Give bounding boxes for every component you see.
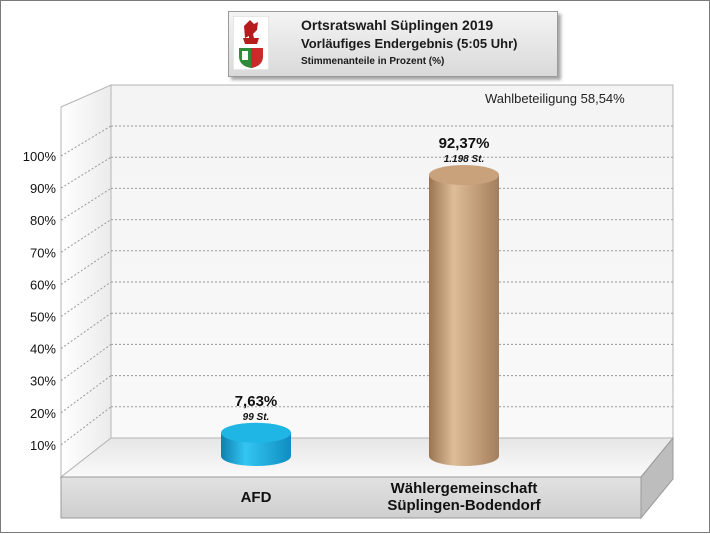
back-wall <box>110 84 674 439</box>
y-tick-label: 60% <box>30 277 56 292</box>
y-tick-label: 20% <box>30 406 56 421</box>
y-tick-label: 10% <box>30 438 56 453</box>
gridline-side <box>60 125 112 157</box>
floor-front <box>60 476 642 519</box>
chart-title: Ortsratswahl Süplingen 2019 <box>301 17 494 33</box>
data-label-votes: 1.198 St. <box>444 154 485 165</box>
data-label-percent: 92,37% <box>439 135 490 152</box>
chart-note: Stimmenanteile in Prozent (%) <box>301 56 445 67</box>
chart-subtitle: Vorläufiges Endergebnis (5:05 Uhr) <box>301 36 518 51</box>
gridline-side <box>60 156 112 189</box>
y-tick-label: 40% <box>30 342 56 357</box>
y-tick-label: 70% <box>30 245 56 260</box>
gridline-side <box>60 187 112 221</box>
bar-labels: 7,63% 99 St. AFD 92,37% 1.198 St. Wählergemei… <box>235 135 542 514</box>
y-tick-label: 30% <box>30 374 56 389</box>
turnout-label: Wahlbeteiligung 58,54% <box>485 91 625 106</box>
y-tick-label: 80% <box>30 213 56 228</box>
data-label-percent: 7,63% <box>235 393 278 410</box>
y-tick-label: 50% <box>30 310 56 325</box>
left-wall <box>60 84 112 479</box>
bar <box>221 422 291 466</box>
category-label: AFD <box>241 489 272 506</box>
bar-top <box>429 165 499 185</box>
y-tick-label: 100% <box>23 149 57 164</box>
y-axis: 10% 20% 30% 40% 50% 60% 70% 80% 90% 100% <box>23 149 57 453</box>
category-label: Süplingen-Bodendorf <box>387 497 541 514</box>
bars <box>221 165 499 466</box>
gridline-side <box>60 406 112 446</box>
bar-top <box>221 422 291 443</box>
floor <box>59 437 675 478</box>
gridline-side <box>60 219 112 253</box>
title-box: Ortsratswahl Süplingen 2019 Vorläufiges … <box>228 11 558 77</box>
data-label-votes: 99 St. <box>243 412 270 423</box>
bar-body <box>429 175 499 466</box>
y-tick-label: 90% <box>30 181 56 196</box>
gridlines <box>60 125 673 446</box>
coat-of-arms-icon <box>233 16 269 70</box>
bar <box>429 165 499 466</box>
category-label: Wählergemeinschaft <box>391 480 538 497</box>
